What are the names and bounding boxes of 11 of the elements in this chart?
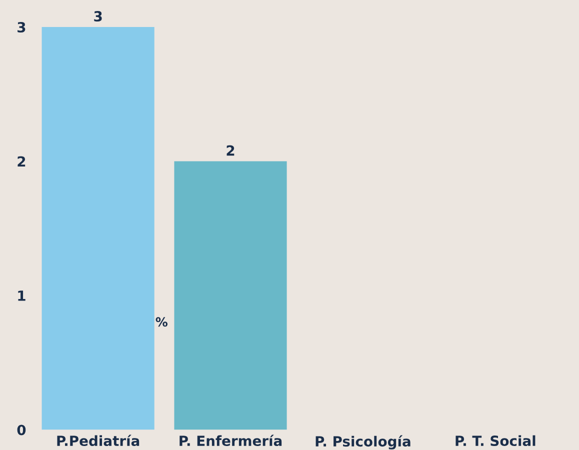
y-axis-title: %	[156, 317, 168, 327]
x-tick-label: P. Psicología	[316, 435, 410, 450]
x-tick-label: P. T. Social	[456, 435, 536, 446]
y-tick-label: 2	[18, 156, 26, 167]
y-tick-label: 1	[18, 290, 26, 301]
data-label: 2	[226, 145, 234, 156]
y-tick-label: 0	[17, 424, 26, 436]
x-tick-label: P.Pediatría	[57, 434, 140, 446]
data-label: 3	[94, 11, 102, 22]
y-tick-label: 3	[18, 22, 26, 32]
x-tick-label: P. Enfermería	[180, 434, 282, 446]
